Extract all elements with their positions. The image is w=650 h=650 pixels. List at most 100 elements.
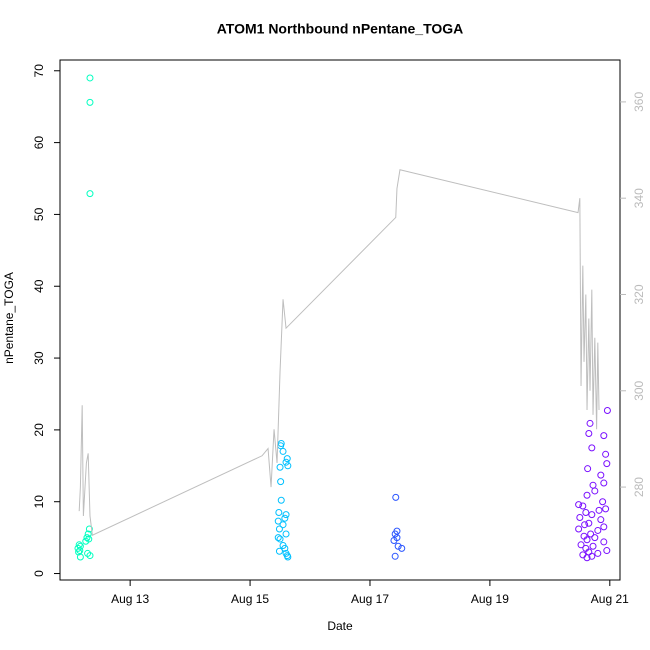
- x-tick-label: Aug 15: [231, 592, 269, 606]
- point: [74, 544, 82, 552]
- point: [594, 526, 602, 534]
- point: [584, 465, 592, 473]
- y-tick-label: 70: [32, 64, 46, 78]
- point: [591, 534, 599, 542]
- point: [579, 551, 587, 559]
- point: [583, 491, 591, 499]
- y-tick-label: 50: [32, 207, 46, 221]
- point: [284, 553, 292, 561]
- plot-frame: [59, 59, 621, 581]
- point: [394, 542, 402, 550]
- point: [284, 462, 292, 470]
- point: [603, 406, 611, 414]
- point: [84, 549, 92, 557]
- point: [600, 523, 608, 531]
- point: [76, 547, 84, 555]
- point: [391, 552, 399, 560]
- point: [581, 521, 589, 529]
- point: [597, 471, 605, 479]
- point: [587, 530, 595, 538]
- point: [274, 534, 282, 542]
- point: [274, 517, 282, 525]
- line: [78, 169, 600, 536]
- point: [579, 502, 587, 510]
- point: [603, 460, 611, 468]
- point: [577, 541, 585, 549]
- point: [586, 419, 594, 427]
- point: [282, 458, 290, 466]
- point: [277, 496, 285, 504]
- point: [275, 547, 283, 555]
- y-tick-label: 30: [32, 351, 46, 365]
- point: [602, 505, 610, 513]
- point: [602, 450, 610, 458]
- y2-tick-label: 360: [632, 92, 646, 112]
- point: [595, 506, 603, 514]
- point: [277, 478, 285, 486]
- point: [85, 525, 93, 533]
- point: [282, 530, 290, 538]
- y-tick-label: 0: [32, 570, 46, 577]
- point: [589, 542, 597, 550]
- y2-tick-label: 320: [632, 284, 646, 304]
- y-tick-label: 20: [32, 423, 46, 437]
- point: [76, 553, 84, 561]
- point: [588, 552, 596, 560]
- point: [588, 511, 596, 519]
- point: [276, 463, 284, 471]
- point: [583, 536, 591, 544]
- point: [599, 498, 607, 506]
- point: [86, 74, 94, 82]
- point: [86, 98, 94, 106]
- point: [583, 554, 591, 562]
- point: [84, 530, 92, 538]
- point: [276, 535, 284, 543]
- point: [597, 516, 605, 524]
- x-tick-label: Aug 13: [111, 592, 149, 606]
- point: [86, 552, 94, 560]
- y2-tick-label: 300: [632, 380, 646, 400]
- point: [86, 190, 94, 198]
- point: [600, 538, 608, 546]
- point: [576, 514, 584, 522]
- chart-title: ATOM1 Northbound nPentane_TOGA: [217, 21, 464, 37]
- point: [282, 511, 290, 519]
- point: [600, 479, 608, 487]
- point: [575, 501, 583, 509]
- point: [589, 481, 597, 489]
- point: [582, 508, 590, 516]
- point: [279, 447, 287, 455]
- point: [585, 519, 593, 527]
- point: [390, 536, 398, 544]
- point: [594, 549, 602, 557]
- y-tick-label: 10: [32, 495, 46, 509]
- point: [281, 514, 289, 522]
- point: [588, 444, 596, 452]
- point: [279, 521, 287, 529]
- point: [603, 547, 611, 555]
- y-tick-label: 60: [32, 136, 46, 150]
- point: [281, 544, 289, 552]
- point: [391, 530, 399, 538]
- point: [600, 432, 608, 440]
- point: [392, 493, 400, 501]
- point: [283, 455, 291, 463]
- point: [591, 487, 599, 495]
- y-axis-title: nPentane_TOGA: [2, 272, 16, 364]
- x-tick-label: Aug 17: [351, 592, 389, 606]
- x-tick-label: Aug 21: [591, 592, 629, 606]
- point: [398, 544, 406, 552]
- y2-tick-label: 340: [632, 188, 646, 208]
- point: [575, 525, 583, 533]
- point: [275, 508, 283, 516]
- x-axis-title: Date: [327, 619, 353, 633]
- y2-tick-label: 280: [632, 477, 646, 497]
- x-tick-label: Aug 19: [471, 592, 509, 606]
- y-tick-label: 40: [32, 279, 46, 293]
- point: [585, 429, 593, 437]
- point: [275, 525, 283, 533]
- point: [82, 537, 90, 545]
- point: [83, 534, 91, 542]
